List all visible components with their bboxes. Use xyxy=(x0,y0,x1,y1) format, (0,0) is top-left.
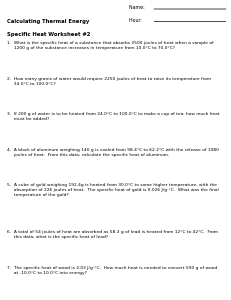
Text: Hour:: Hour: xyxy=(129,18,144,23)
Text: Specific Heat Worksheet #2: Specific Heat Worksheet #2 xyxy=(7,32,90,38)
Text: Name:: Name: xyxy=(129,5,147,10)
Text: 5.  A cube of gold weighing 192.4g is heated from 30.0°C to some higher temperat: 5. A cube of gold weighing 192.4g is hea… xyxy=(7,183,219,197)
Text: 2.  How many grams of water would require 2250 joules of heat to raise its tempe: 2. How many grams of water would require… xyxy=(7,77,211,86)
Text: 4.  A block of aluminum weighing 140 g is cooled from 98.4°C to 62.2°C with the : 4. A block of aluminum weighing 140 g is… xyxy=(7,148,219,157)
Text: 7.  The specific heat of wood is 2.03 J/g·°C.  How much heat is needed to conver: 7. The specific heat of wood is 2.03 J/g… xyxy=(7,266,217,275)
Text: 3.  If 200 g of water is to be heated from 24.0°C to 100.0°C to make a cup of te: 3. If 200 g of water is to be heated fro… xyxy=(7,112,219,121)
Text: 1.  What is the specific heat of a substance that absorbs 2500 joules of heat wh: 1. What is the specific heat of a substa… xyxy=(7,41,213,50)
Text: Calculating Thermal Energy: Calculating Thermal Energy xyxy=(7,20,89,25)
Text: 6.  A total of 54 joules of heat are absorbed as 58.3 g of lead is heated from 1: 6. A total of 54 joules of heat are abso… xyxy=(7,230,218,239)
